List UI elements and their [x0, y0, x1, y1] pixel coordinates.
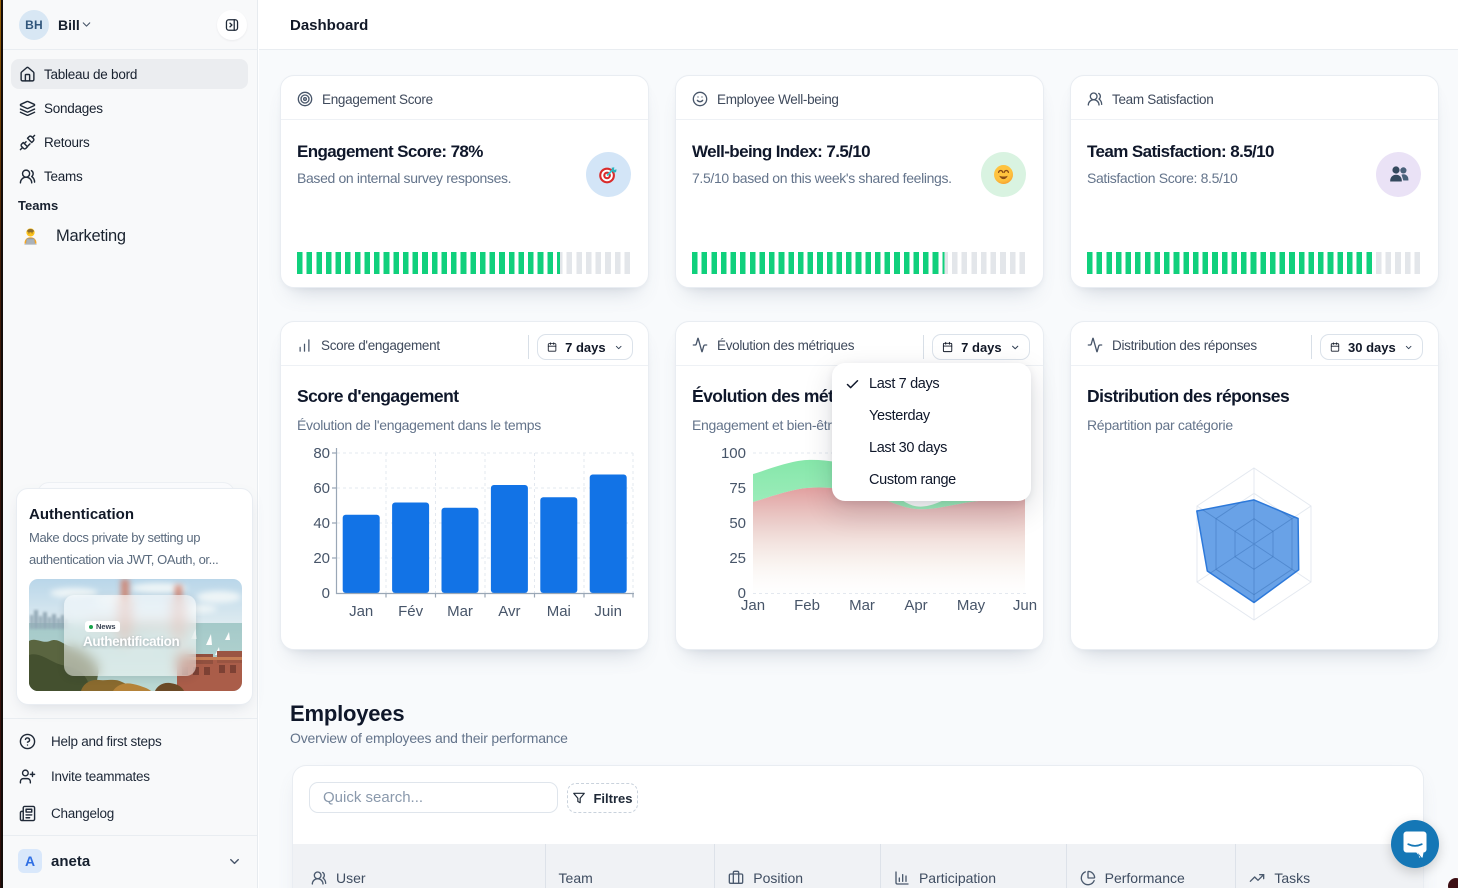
- svg-text:80: 80: [313, 445, 330, 462]
- svg-text:May: May: [957, 597, 986, 614]
- svg-text:Avr: Avr: [498, 603, 520, 620]
- svg-text:60: 60: [313, 480, 330, 497]
- svg-text:20: 20: [313, 550, 330, 567]
- svg-text:0: 0: [322, 585, 330, 602]
- svg-text:50: 50: [729, 515, 746, 532]
- svg-text:Mar: Mar: [849, 597, 875, 614]
- svg-text:Apr: Apr: [904, 597, 927, 614]
- svg-text:Jun: Jun: [1013, 597, 1037, 614]
- svg-text:Jan: Jan: [741, 597, 765, 614]
- svg-text:Feb: Feb: [794, 597, 820, 614]
- svg-text:0: 0: [738, 585, 746, 602]
- svg-text:Jan: Jan: [349, 603, 373, 620]
- svg-text:75: 75: [729, 480, 746, 497]
- svg-text:40: 40: [313, 515, 330, 532]
- svg-text:Fév: Fév: [398, 603, 424, 620]
- svg-text:Juin: Juin: [594, 603, 622, 620]
- svg-text:Mar: Mar: [447, 603, 473, 620]
- svg-text:Mai: Mai: [547, 603, 571, 620]
- svg-text:25: 25: [729, 550, 746, 567]
- svg-text:100: 100: [721, 445, 746, 462]
